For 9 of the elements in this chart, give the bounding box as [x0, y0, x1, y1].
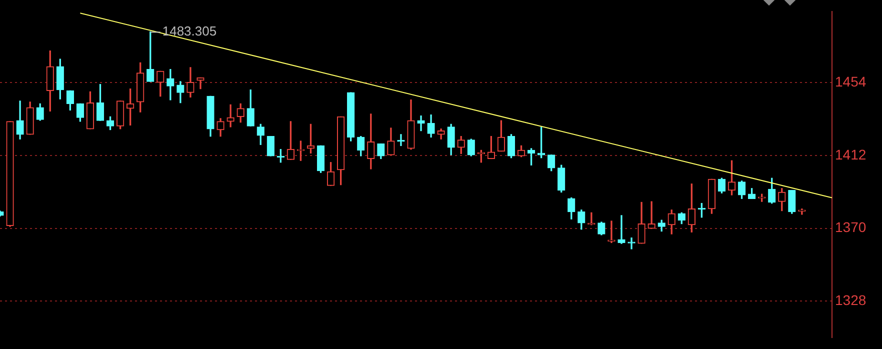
- y-tick-label: 1328: [835, 292, 866, 308]
- candlestick: [417, 116, 425, 132]
- candlestick: [618, 215, 626, 244]
- annotation: 1483.305: [162, 23, 217, 38]
- y-tick-label: 1412: [835, 146, 866, 162]
- candlestick: [628, 238, 636, 250]
- candlestick: [648, 201, 656, 229]
- y-tick-label: 1454: [835, 73, 866, 90]
- y-tick-label: 1370: [835, 219, 866, 236]
